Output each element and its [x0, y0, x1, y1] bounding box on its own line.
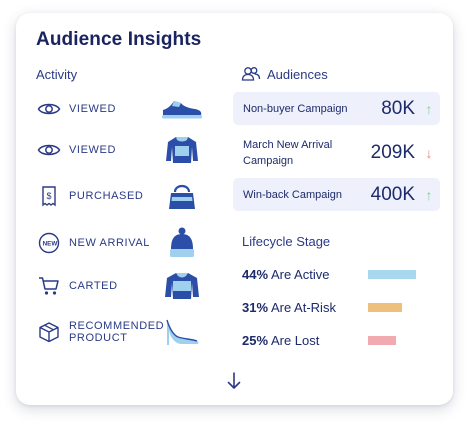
lifecycle-percent: 25%	[242, 332, 269, 348]
eye-icon	[36, 137, 62, 163]
lifecycle-bar	[368, 335, 396, 345]
audiences-heading-row: Audiences	[241, 66, 328, 82]
activity-label: NEW ARRIVAL	[69, 237, 150, 249]
activity-label: RECOMMENDED PRODUCT	[69, 320, 165, 344]
lifecycle-row-lost: 25% Are Lost	[242, 331, 396, 349]
lifecycle-bar	[368, 269, 416, 279]
beanie-image	[161, 227, 203, 259]
people-icon	[241, 67, 261, 81]
lifecycle-label: 31% Are At-Risk	[242, 300, 368, 315]
audience-name: March New Arrival Campaign	[243, 139, 333, 167]
audience-value: 400K	[370, 183, 415, 205]
activity-row[interactable]: $ PURCHASED	[36, 181, 216, 211]
activity-label: CARTED	[69, 280, 118, 292]
audience-row-win-back[interactable]: Win-back Campaign 400K ↑	[233, 178, 440, 211]
high-heel-image	[161, 316, 203, 348]
trend-down-icon: ↓	[425, 145, 433, 161]
audience-name: Non-buyer Campaign	[243, 102, 348, 115]
lifecycle-label: 25% Are Lost	[242, 333, 368, 348]
audiences-heading: Audiences	[267, 66, 328, 82]
activity-label: VIEWED	[69, 103, 116, 115]
activity-label: PURCHASED	[69, 190, 144, 202]
lifecycle-status: Are At-Risk	[270, 299, 336, 315]
handbag-image	[161, 180, 203, 212]
sweater-image	[161, 270, 203, 302]
lifecycle-status: Are Lost	[270, 332, 320, 348]
new-badge-icon: NEW	[36, 230, 62, 256]
trend-up-icon: ↑	[425, 186, 433, 203]
lifecycle-row-at-risk: 31% Are At-Risk	[242, 298, 402, 316]
lifecycle-percent: 44%	[242, 266, 269, 282]
arrow-down-icon[interactable]	[225, 371, 243, 391]
lifecycle-percent: 31%	[242, 299, 269, 315]
activity-row[interactable]: NEW NEW ARRIVAL	[36, 227, 216, 259]
audience-value: 209K	[370, 142, 415, 163]
sneaker-image	[161, 93, 203, 125]
lifecycle-bar	[368, 302, 402, 312]
lifecycle-status: Are Active	[270, 266, 330, 282]
svg-text:NEW: NEW	[43, 240, 58, 247]
receipt-icon: $	[36, 183, 62, 209]
sweater-image	[161, 134, 203, 166]
audience-insights-card: Audience Insights Activity Audiences VIE…	[16, 13, 453, 405]
audience-value: 80K	[381, 97, 415, 119]
cart-icon	[36, 273, 62, 299]
activity-row[interactable]: VIEWED	[36, 94, 216, 124]
activity-row[interactable]: VIEWED	[36, 135, 216, 165]
audience-row-march-new-arrival[interactable]: March New Arrival Campaign 209K ↓	[233, 134, 440, 172]
audience-row-non-buyer[interactable]: Non-buyer Campaign 80K ↑	[233, 92, 440, 125]
audience-name: Win-back Campaign	[243, 188, 343, 201]
trend-up-icon: ↑	[425, 100, 433, 117]
activity-row[interactable]: CARTED	[36, 271, 216, 301]
lifecycle-heading: Lifecycle Stage	[242, 234, 331, 249]
activity-label: VIEWED	[69, 144, 116, 156]
lifecycle-label: 44% Are Active	[242, 267, 368, 282]
card-title: Audience Insights	[36, 29, 202, 50]
box-icon	[36, 319, 62, 345]
svg-text:$: $	[47, 191, 52, 201]
activity-row[interactable]: RECOMMENDED PRODUCT	[36, 317, 216, 347]
lifecycle-row-active: 44% Are Active	[242, 265, 416, 283]
activity-heading: Activity	[36, 67, 78, 82]
eye-icon	[36, 96, 62, 122]
